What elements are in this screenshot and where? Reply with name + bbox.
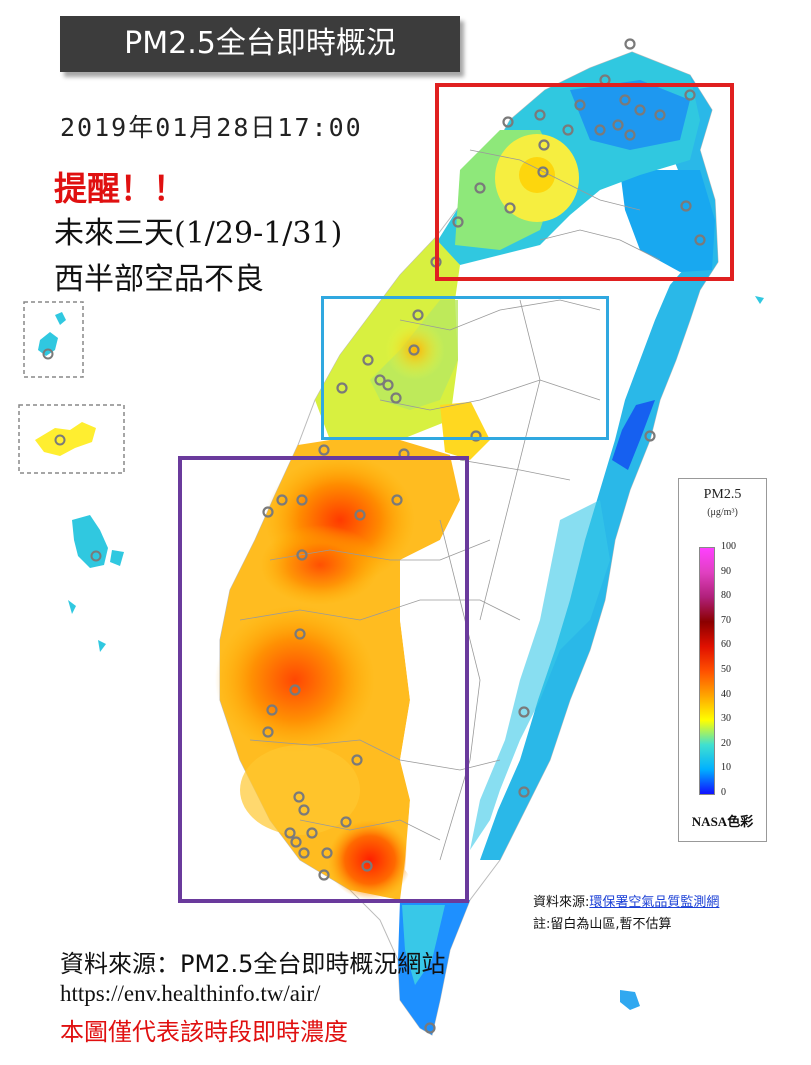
legend-tick: 50	[721, 664, 731, 675]
monitoring-stations	[262, 38, 706, 1034]
kinmen-islands	[18, 404, 125, 474]
page-title: PM2.5全台即時概況	[60, 16, 460, 72]
penghu-islands	[68, 515, 124, 652]
legend-title: PM2.5	[703, 487, 742, 502]
legend-tick: 80	[721, 590, 731, 601]
legend-unit: (μg/m³)	[707, 507, 738, 518]
north-region-highlight-box	[435, 83, 734, 281]
green-island	[620, 990, 640, 1010]
legend-tick: 30	[721, 713, 731, 724]
legend-color-scale	[699, 547, 715, 795]
reminder-heading: 提醒！！	[54, 169, 186, 208]
tainan-hotspot	[215, 605, 375, 755]
legend-tick: 90	[721, 566, 731, 577]
source-url[interactable]: https://env.healthinfo.tw/air/	[60, 981, 321, 1006]
north-taipei-blue	[570, 80, 690, 150]
mountain-unestimated	[400, 260, 610, 890]
forecast-message: 西半部空品不良	[54, 262, 264, 297]
source-site-line: 資料來源：PM2.5全台即時概況網站	[60, 950, 446, 978]
legend-tick: 60	[721, 639, 731, 650]
yilan-blue	[620, 170, 715, 272]
observation-timestamp: 2019年01月28日17:00	[60, 113, 363, 142]
data-source-link[interactable]: 環保署空氣品質監測網	[589, 895, 720, 910]
legend-tick: 100	[721, 541, 736, 552]
south-region-highlight-box	[178, 456, 469, 903]
legend-tick: 0	[721, 787, 726, 798]
legend-tick: 40	[721, 689, 731, 700]
central-region-highlight-box	[321, 296, 609, 440]
turtle-island	[755, 296, 764, 304]
disclaimer: 本圖僅代表該時段即時濃度	[60, 1018, 348, 1046]
south-tip-inner	[402, 905, 445, 985]
legend-tick: 20	[721, 738, 731, 749]
east-coast-clean-air	[480, 75, 718, 860]
data-source-prefix: 資料來源:	[533, 895, 590, 910]
forecast-period: 未來三天(1/29-1/31)	[54, 216, 343, 251]
kaohsiung-hotspot	[328, 820, 412, 900]
matsu-islands	[23, 301, 84, 378]
legend-tick: 10	[721, 762, 731, 773]
central-hotspot	[385, 320, 445, 380]
mountain-note: 註:留白為山區,暫不估算	[533, 917, 672, 932]
legend-footer: NASA色彩	[691, 814, 754, 829]
data-source-note: 資料來源:環保署空氣品質監測網	[533, 891, 719, 910]
pm25-legend: PM2.5 (μg/m³) 100 90 80 70 60 50 40 30 2…	[678, 478, 767, 842]
east-coast-deep-blue	[612, 400, 655, 470]
legend-tick: 70	[721, 615, 731, 626]
